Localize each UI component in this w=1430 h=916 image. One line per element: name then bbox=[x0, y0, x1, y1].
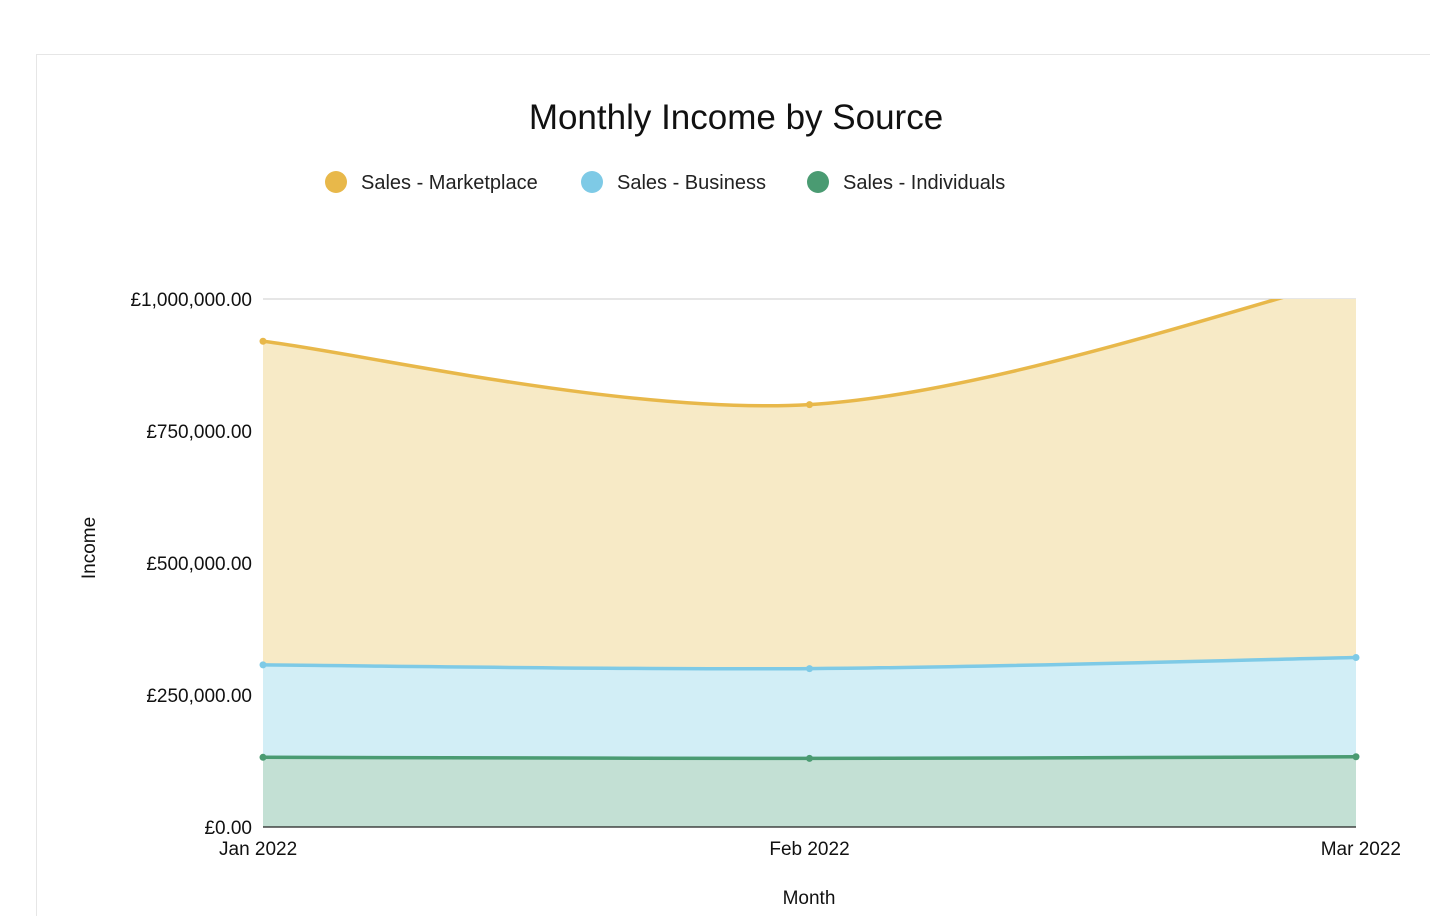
legend-item[interactable]: Sales - Individuals bbox=[807, 171, 1005, 194]
legend-swatch bbox=[807, 171, 829, 193]
legend-swatch bbox=[581, 171, 603, 193]
x-tick-label: Mar 2022 bbox=[1321, 839, 1401, 860]
y-tick-label: £500,000.00 bbox=[146, 554, 252, 575]
legend: Sales - Marketplace Sales - Business Sales… bbox=[325, 171, 1005, 194]
point-sales-business bbox=[1352, 654, 1360, 662]
point-sales-marketplace bbox=[259, 337, 267, 345]
y-tick-label: £250,000.00 bbox=[146, 686, 252, 707]
point-sales-individuals bbox=[1352, 753, 1360, 761]
y-tick-label: £0.00 bbox=[204, 818, 252, 839]
area-sales-business bbox=[263, 657, 1356, 759]
x-axis-title: Month bbox=[783, 888, 836, 909]
legend-label: Sales - Individuals bbox=[843, 172, 1005, 194]
stacked-areas bbox=[263, 299, 1356, 827]
chart-title: Monthly Income by Source bbox=[529, 98, 943, 137]
point-sales-business bbox=[806, 665, 813, 673]
legend-item[interactable]: Sales - Marketplace bbox=[325, 171, 538, 194]
series-points bbox=[259, 337, 1360, 762]
area-sales-marketplace bbox=[263, 299, 1356, 669]
legend-item[interactable]: Sales - Business bbox=[581, 171, 766, 194]
area-sales-individuals bbox=[263, 756, 1356, 827]
legend-label: Sales - Business bbox=[617, 172, 766, 194]
y-tick-label: £1,000,000.00 bbox=[130, 290, 252, 311]
point-sales-individuals bbox=[259, 753, 267, 761]
x-tick-label: Jan 2022 bbox=[219, 839, 297, 860]
x-tick-label: Feb 2022 bbox=[769, 839, 849, 860]
y-axis-title: Income bbox=[79, 517, 100, 579]
point-sales-business bbox=[259, 661, 267, 669]
legend-label: Sales - Marketplace bbox=[361, 172, 538, 194]
legend-swatch bbox=[325, 171, 347, 193]
point-sales-individuals bbox=[806, 754, 813, 762]
y-axis-ticks: £0.00 £250,000.00 £500,000.00 £750,000.00 £1… bbox=[130, 290, 252, 839]
x-axis-ticks: Jan 2022 Feb 2022 Mar 2022 bbox=[219, 839, 1401, 860]
y-tick-label: £750,000.00 bbox=[146, 422, 252, 443]
point-sales-marketplace bbox=[806, 401, 813, 409]
